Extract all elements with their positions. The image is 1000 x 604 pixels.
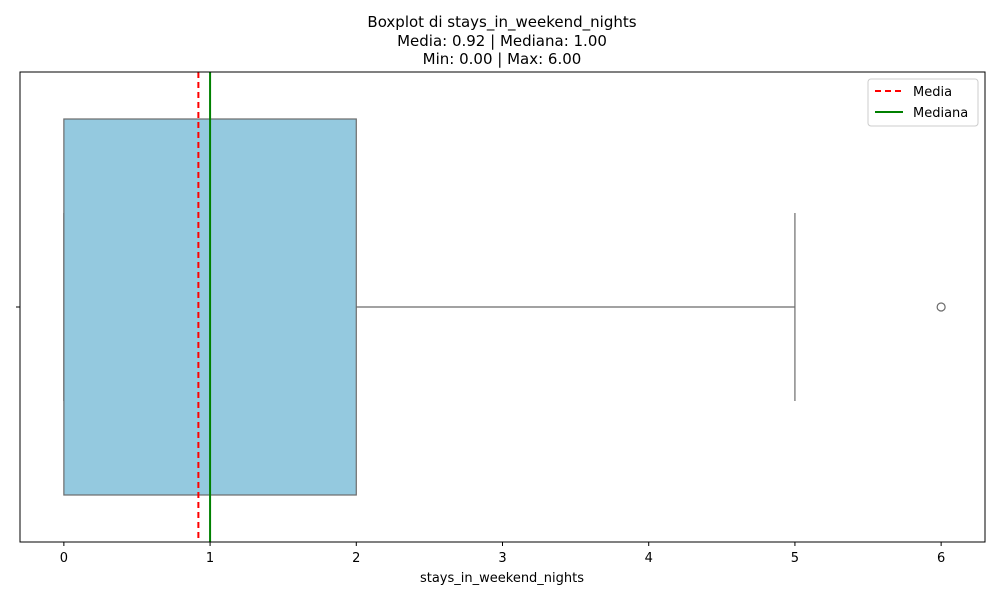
x-tick-label: 5	[791, 551, 799, 566]
title-line-stats-min-max: Min: 0.00 | Max: 6.00	[423, 50, 582, 68]
legend-mediana-label: Mediana	[913, 106, 968, 121]
plot-area	[63, 72, 946, 542]
x-tick-label: 1	[206, 551, 214, 566]
legend: Media Mediana	[867, 78, 979, 127]
outlier-point	[936, 302, 946, 312]
x-tick-label: 3	[498, 551, 506, 566]
x-tick-label: 0	[60, 551, 68, 566]
chart-title: Boxplot di stays_in_weekend_nights Media…	[367, 13, 636, 68]
x-tick-label: 4	[645, 551, 653, 566]
title-line-main: Boxplot di stays_in_weekend_nights	[367, 13, 636, 32]
x-tick-label: 2	[352, 551, 360, 566]
x-tick-label: 6	[937, 551, 945, 566]
x-axis-label: stays_in_weekend_nights	[420, 571, 584, 586]
x-axis: 0 1 2 3 4 5 6	[60, 542, 945, 566]
title-line-stats-mean-median: Media: 0.92 | Mediana: 1.00	[397, 32, 607, 50]
legend-media-label: Media	[913, 85, 952, 100]
